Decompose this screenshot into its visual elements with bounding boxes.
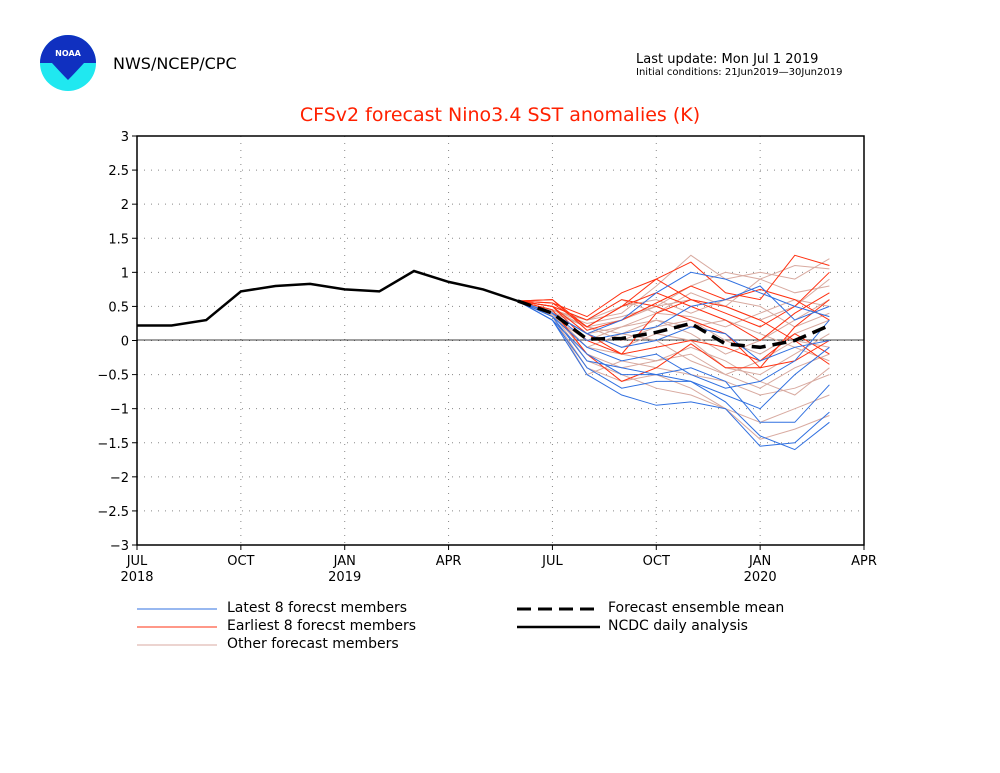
earliest-member-line: [517, 292, 830, 342]
legend-mean-label: Forecast ensemble mean: [608, 600, 785, 616]
other-member-line: [517, 300, 830, 396]
x-tick-year: 2018: [120, 570, 153, 585]
x-tick-month: OCT: [643, 554, 670, 569]
y-tick-label: 0: [121, 335, 129, 350]
y-tick-label: −3: [110, 539, 129, 554]
y-tick-label: −1: [110, 403, 129, 418]
x-tick-year: 2020: [744, 570, 777, 585]
earliest-member-line: [517, 300, 830, 362]
legend: [137, 607, 600, 646]
x-tick-month: JUL: [126, 554, 148, 569]
latest-member-line: [517, 300, 830, 447]
legend-other-label: Other forecast members: [227, 636, 399, 652]
legend-latest-label: Latest 8 forecst members: [227, 600, 407, 616]
other-member-line: [517, 300, 830, 389]
y-tick-label: 0.5: [108, 300, 129, 315]
noaa-logo: NOAA: [40, 35, 96, 91]
ensemble-mean-line: [517, 299, 831, 350]
y-tick-label: 2: [121, 198, 129, 213]
y-tick-label: −0.5: [97, 369, 129, 384]
other-member-line: [517, 271, 830, 325]
y-tick-label: −2: [110, 471, 129, 486]
plot-frame: [136, 135, 865, 546]
latest-member-line: [517, 300, 830, 410]
latest-member-line: [517, 300, 830, 362]
latest-member-line: [517, 300, 830, 451]
legend-analysis-label: NCDC daily analysis: [608, 618, 748, 634]
y-tick-label: 2.5: [108, 164, 129, 179]
y-tick-label: 1: [121, 266, 129, 281]
x-tick-month: OCT: [227, 554, 254, 569]
x-tick-month: APR: [436, 554, 462, 569]
other-member-line: [517, 300, 830, 376]
logo-text: NOAA: [55, 49, 81, 58]
y-tick-label: 3: [121, 130, 129, 145]
x-tick-month: APR: [851, 554, 877, 569]
y-tick-label: 1.5: [108, 232, 129, 247]
other-member-line: [517, 300, 830, 362]
x-tick-month: JAN: [333, 554, 356, 569]
initial-conditions: Initial conditions: 21Jun2019—30Jun2019: [636, 67, 843, 78]
earliest-member-line: [517, 271, 830, 328]
x-tick-month: JUL: [541, 554, 563, 569]
legend-earliest-label: Earliest 8 forecst members: [227, 618, 417, 634]
x-tick-month: JAN: [748, 554, 771, 569]
y-tick-label: −2.5: [97, 505, 129, 520]
latest-member-line: [517, 285, 830, 342]
x-tick-year: 2019: [328, 570, 361, 585]
org-label: NWS/NCEP/CPC: [113, 54, 237, 73]
latest-member-line: [517, 300, 830, 423]
y-tick-label: −1.5: [97, 437, 129, 452]
last-update: Last update: Mon Jul 1 2019: [636, 52, 819, 67]
ncdc-analysis-line: [137, 269, 519, 327]
latest-member-line: [517, 300, 830, 389]
chart-title: CFSv2 forecast Nino3.4 SST anomalies (K): [299, 104, 701, 126]
